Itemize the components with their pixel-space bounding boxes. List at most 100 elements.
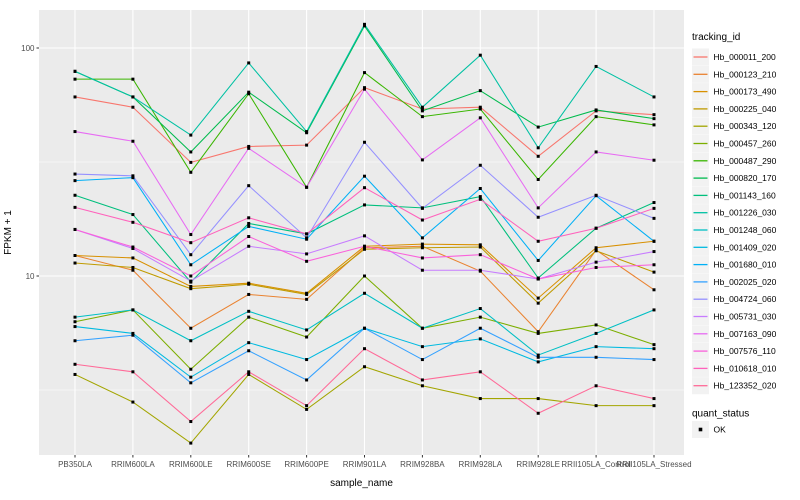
data-point [247,372,251,376]
data-point [73,172,77,176]
data-point [305,358,309,362]
legend-label: Hb_007163_090 [714,329,777,339]
data-point [305,335,309,339]
legend-label: Hb_000225_040 [714,104,777,114]
data-point [652,206,656,210]
data-point [73,339,77,343]
data-point [594,265,598,269]
data-point [420,256,424,260]
data-point [363,22,366,26]
data-point [305,407,309,411]
x-axis-title: sample_name [330,478,393,489]
data-point [536,258,540,262]
data-point [305,328,309,332]
data-point [363,274,366,278]
data-point [478,197,482,201]
legend-label: Hb_007576_110 [714,346,777,356]
data-point [131,256,135,260]
data-point [652,158,656,162]
legend-label: Hb_001226_030 [714,208,777,218]
y-tick-label: 10 [26,272,35,281]
data-point [131,370,135,374]
data-point [247,235,251,239]
data-point [247,184,251,188]
data-point [189,339,193,343]
data-point [305,259,309,263]
data-point [478,253,482,257]
data-point [478,107,482,111]
x-tick-label: RRIM600LE [169,460,213,469]
data-point [420,246,424,250]
data-point [247,92,251,96]
data-point [247,349,251,353]
data-point [189,274,193,278]
data-point [478,326,482,330]
data-point [594,404,598,408]
x-tick-label: RRIM600LA [111,460,155,469]
data-point [478,163,482,167]
quant-legend-title: quant_status [692,409,749,420]
data-point [305,297,309,301]
data-point [652,216,656,220]
data-point [420,236,424,240]
data-point [478,245,482,249]
legend-label: Hb_001248_060 [714,225,777,235]
data-point [73,95,77,99]
data-point [189,284,193,288]
data-point [131,95,135,99]
data-point [363,203,366,207]
data-point [131,308,135,312]
data-point [73,69,77,73]
data-point [478,105,482,109]
data-point [189,150,193,154]
data-point [131,174,135,178]
data-point [73,362,77,366]
data-point [189,263,193,267]
data-point [189,170,193,174]
data-point [131,245,135,249]
data-point [363,326,366,330]
data-point [594,345,598,349]
data-point [478,397,482,401]
data-point [73,227,77,231]
data-point [363,247,366,251]
data-point [73,130,77,134]
data-point [73,261,77,265]
plot-panel [39,10,684,455]
x-tick-label: RRIM928LE [516,460,560,469]
data-point [131,139,135,143]
data-point [478,337,482,341]
data-point [536,277,540,281]
data-point [536,215,540,219]
data-point [131,400,135,404]
data-point [247,292,251,296]
data-point [73,372,77,376]
data-point [363,234,366,238]
data-point [363,24,366,28]
data-point [652,117,656,121]
data-point [247,370,251,374]
data-point [363,244,366,248]
x-tick-label: RRIM901LA [343,460,387,469]
data-point [420,107,424,111]
data-point [652,308,656,312]
data-point [594,331,598,335]
data-point [536,301,540,305]
data-point [73,179,77,183]
data-point [73,205,77,209]
data-point [536,355,540,359]
data-point [247,216,251,220]
data-point [652,347,656,351]
legend-label: Hb_000123_210 [714,69,777,79]
data-point [536,125,540,129]
legend-label: Hb_002025_020 [714,277,777,287]
data-point [189,253,193,257]
data-point [131,105,135,109]
data-point [247,341,251,345]
data-point [594,260,598,264]
data-point [305,185,309,189]
x-tick-label: RRIM600PE [284,460,328,469]
data-point [478,116,482,120]
data-point [73,325,77,329]
